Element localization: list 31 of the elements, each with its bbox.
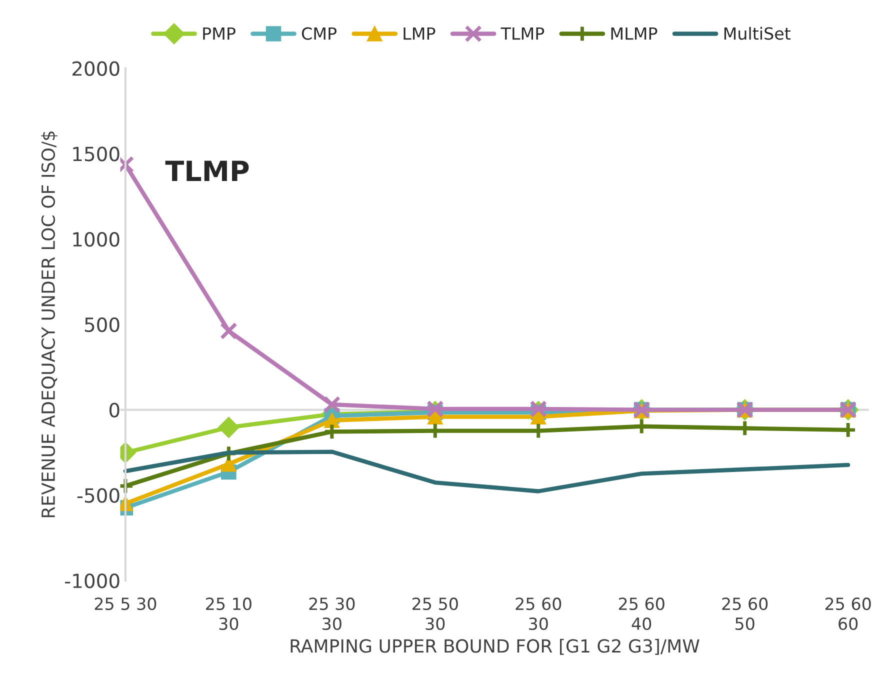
y-tick-label: 0 (109, 402, 120, 418)
x-tick-label: 25 60 60 (825, 598, 871, 630)
x-tick-label: 25 60 50 (722, 598, 768, 630)
point (839, 421, 857, 439)
point (220, 322, 238, 340)
x-tick-label: 25 50 30 (412, 598, 458, 630)
legend-label: CMP (302, 27, 337, 40)
legend-label: LMP (404, 27, 436, 40)
legend-label: MultiSet (724, 26, 790, 40)
y-axis-title: REVENUE ADEQUACY UNDER LOC OF ISO/$ (41, 131, 58, 518)
line-series (123, 450, 850, 494)
legend-label: TLMP (500, 27, 544, 40)
annotation: TLMP (165, 160, 249, 181)
x-tick-label: 25 5 30 (94, 598, 156, 610)
point (218, 416, 240, 438)
x-tick-label: 25 10 30 (206, 598, 252, 630)
x-tick-label: 25 30 30 (309, 598, 355, 630)
point (426, 400, 444, 418)
y-tick-label: 500 (84, 317, 120, 332)
point (530, 400, 548, 418)
point (323, 396, 341, 414)
x-tick-label: 25 60 40 (618, 598, 664, 630)
y-tick-label: -500 (77, 488, 120, 503)
x-tick-label: 25 60 30 (516, 598, 562, 630)
legend-label: MLMP (611, 27, 658, 40)
y-tick-label: 1000 (73, 232, 120, 247)
y-tick-label: -1000 (65, 574, 120, 588)
y-tick-label: 1500 (73, 146, 120, 162)
y-tick-label: 2000 (72, 61, 120, 76)
legend-label: PMP (203, 27, 236, 40)
x-axis-title: RAMPING UPPER BOUND FOR [G1 G2 G3]/MW (290, 638, 700, 655)
